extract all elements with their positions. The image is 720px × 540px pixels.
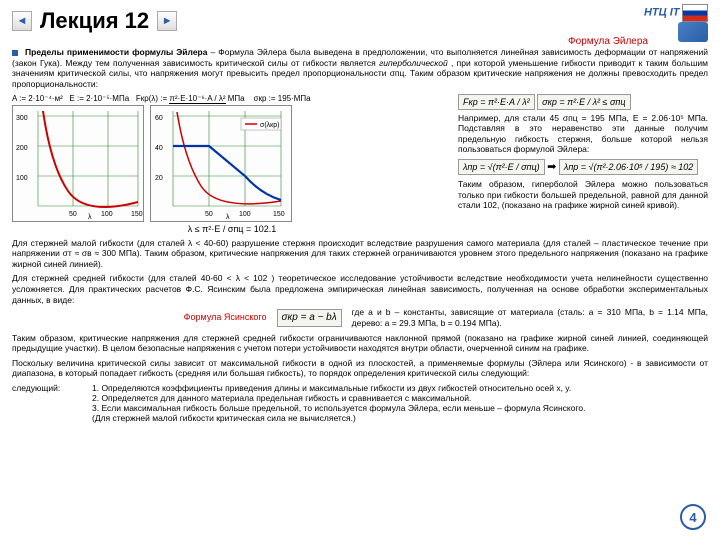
intro-em: гиперболической [379, 58, 448, 68]
yasinsky-constants: где a и b – константы, зависящие от мате… [352, 307, 708, 328]
svg-text:20: 20 [155, 175, 163, 182]
svg-text:λ: λ [226, 214, 230, 221]
body-p4: Поскольку величина критической силы зави… [12, 358, 708, 379]
example-text-2: Таким образом, гиперболой Эйлера можно п… [458, 179, 708, 211]
step-2: 2. Определяется для данного материала пр… [92, 393, 708, 403]
logo-text: НТЦ IT [644, 6, 680, 18]
lambda-pr-formula-1: λпр = √(π²·E / σпц) [458, 159, 545, 175]
svg-text:100: 100 [101, 211, 113, 218]
svg-text:200: 200 [16, 145, 28, 152]
euler-sigma-formula: σкр = π²·E / λ² ≤ σпц [537, 94, 630, 110]
chart-sigma-vs-lambda: σ(λкр) 60 40 20 50 100 150 λ [150, 105, 292, 222]
body-p2: Для стержней средней гибкости (для стале… [12, 273, 708, 328]
steps-list: следующий: 1. Определяются коэффициенты … [12, 383, 708, 423]
svg-text:150: 150 [131, 211, 143, 218]
next-arrow-icon[interactable]: ► [157, 11, 177, 31]
step-note: (Для стержней малой гибкости критическая… [92, 413, 708, 423]
step-3: 3. Если максимальная гибкость больше пре… [92, 403, 708, 413]
page-subtitle: Формула Эйлера [12, 36, 648, 47]
step-1: 1. Определяются коэффициенты приведения … [92, 383, 708, 393]
mid-lambda-formula: λ ≤ π²·E / σпц = 102.1 [12, 224, 452, 234]
logo-block: НТЦ IT [644, 4, 708, 44]
bullet-icon [12, 50, 18, 56]
euler-force-formula: Fкр = π²·E·A / λ² [458, 94, 535, 110]
intro-lead: Пределы применимости формулы Эйлера [25, 47, 207, 57]
page-number: 4 [680, 504, 706, 530]
svg-text:40: 40 [155, 145, 163, 152]
svg-text:150: 150 [273, 211, 285, 218]
svg-text:50: 50 [69, 211, 77, 218]
svg-text:300: 300 [16, 115, 28, 122]
intro-paragraph: Пределы применимости формулы Эйлера – Фо… [12, 47, 708, 90]
svg-text:100: 100 [239, 211, 251, 218]
body-p3: Таким образом, критические напряжения дл… [12, 333, 708, 354]
svg-text:50: 50 [205, 211, 213, 218]
svg-text:60: 60 [155, 115, 163, 122]
svg-text:σ(λкр): σ(λкр) [260, 122, 279, 129]
formula-defs: A := 2·10⁻⁴·м² E := 2·10⁻⁵·МПа Fкр(λ) :=… [12, 94, 452, 103]
svg-text:λ: λ [88, 214, 92, 221]
prev-arrow-icon[interactable]: ◄ [12, 11, 32, 31]
example-text-1: Например, для стали 45 σпц = 195 МПа, E … [458, 113, 708, 156]
flag-icon [682, 4, 708, 22]
chart-force-vs-lambda: 300 200 100 50 100 150 λ [12, 105, 144, 222]
yasinsky-label: Формула Ясинского [12, 312, 267, 323]
svg-text:100: 100 [16, 175, 28, 182]
yasinsky-formula: σкр = a − bλ [277, 309, 342, 328]
lambda-pr-formula-2: λпр = √(π²·2.06·10⁵ / 195) ≈ 102 [559, 159, 698, 175]
logo-img [678, 22, 708, 42]
body-p1: Для стержней малой гибкости (для сталей … [12, 238, 708, 270]
lecture-title: Лекция 12 [40, 8, 149, 34]
